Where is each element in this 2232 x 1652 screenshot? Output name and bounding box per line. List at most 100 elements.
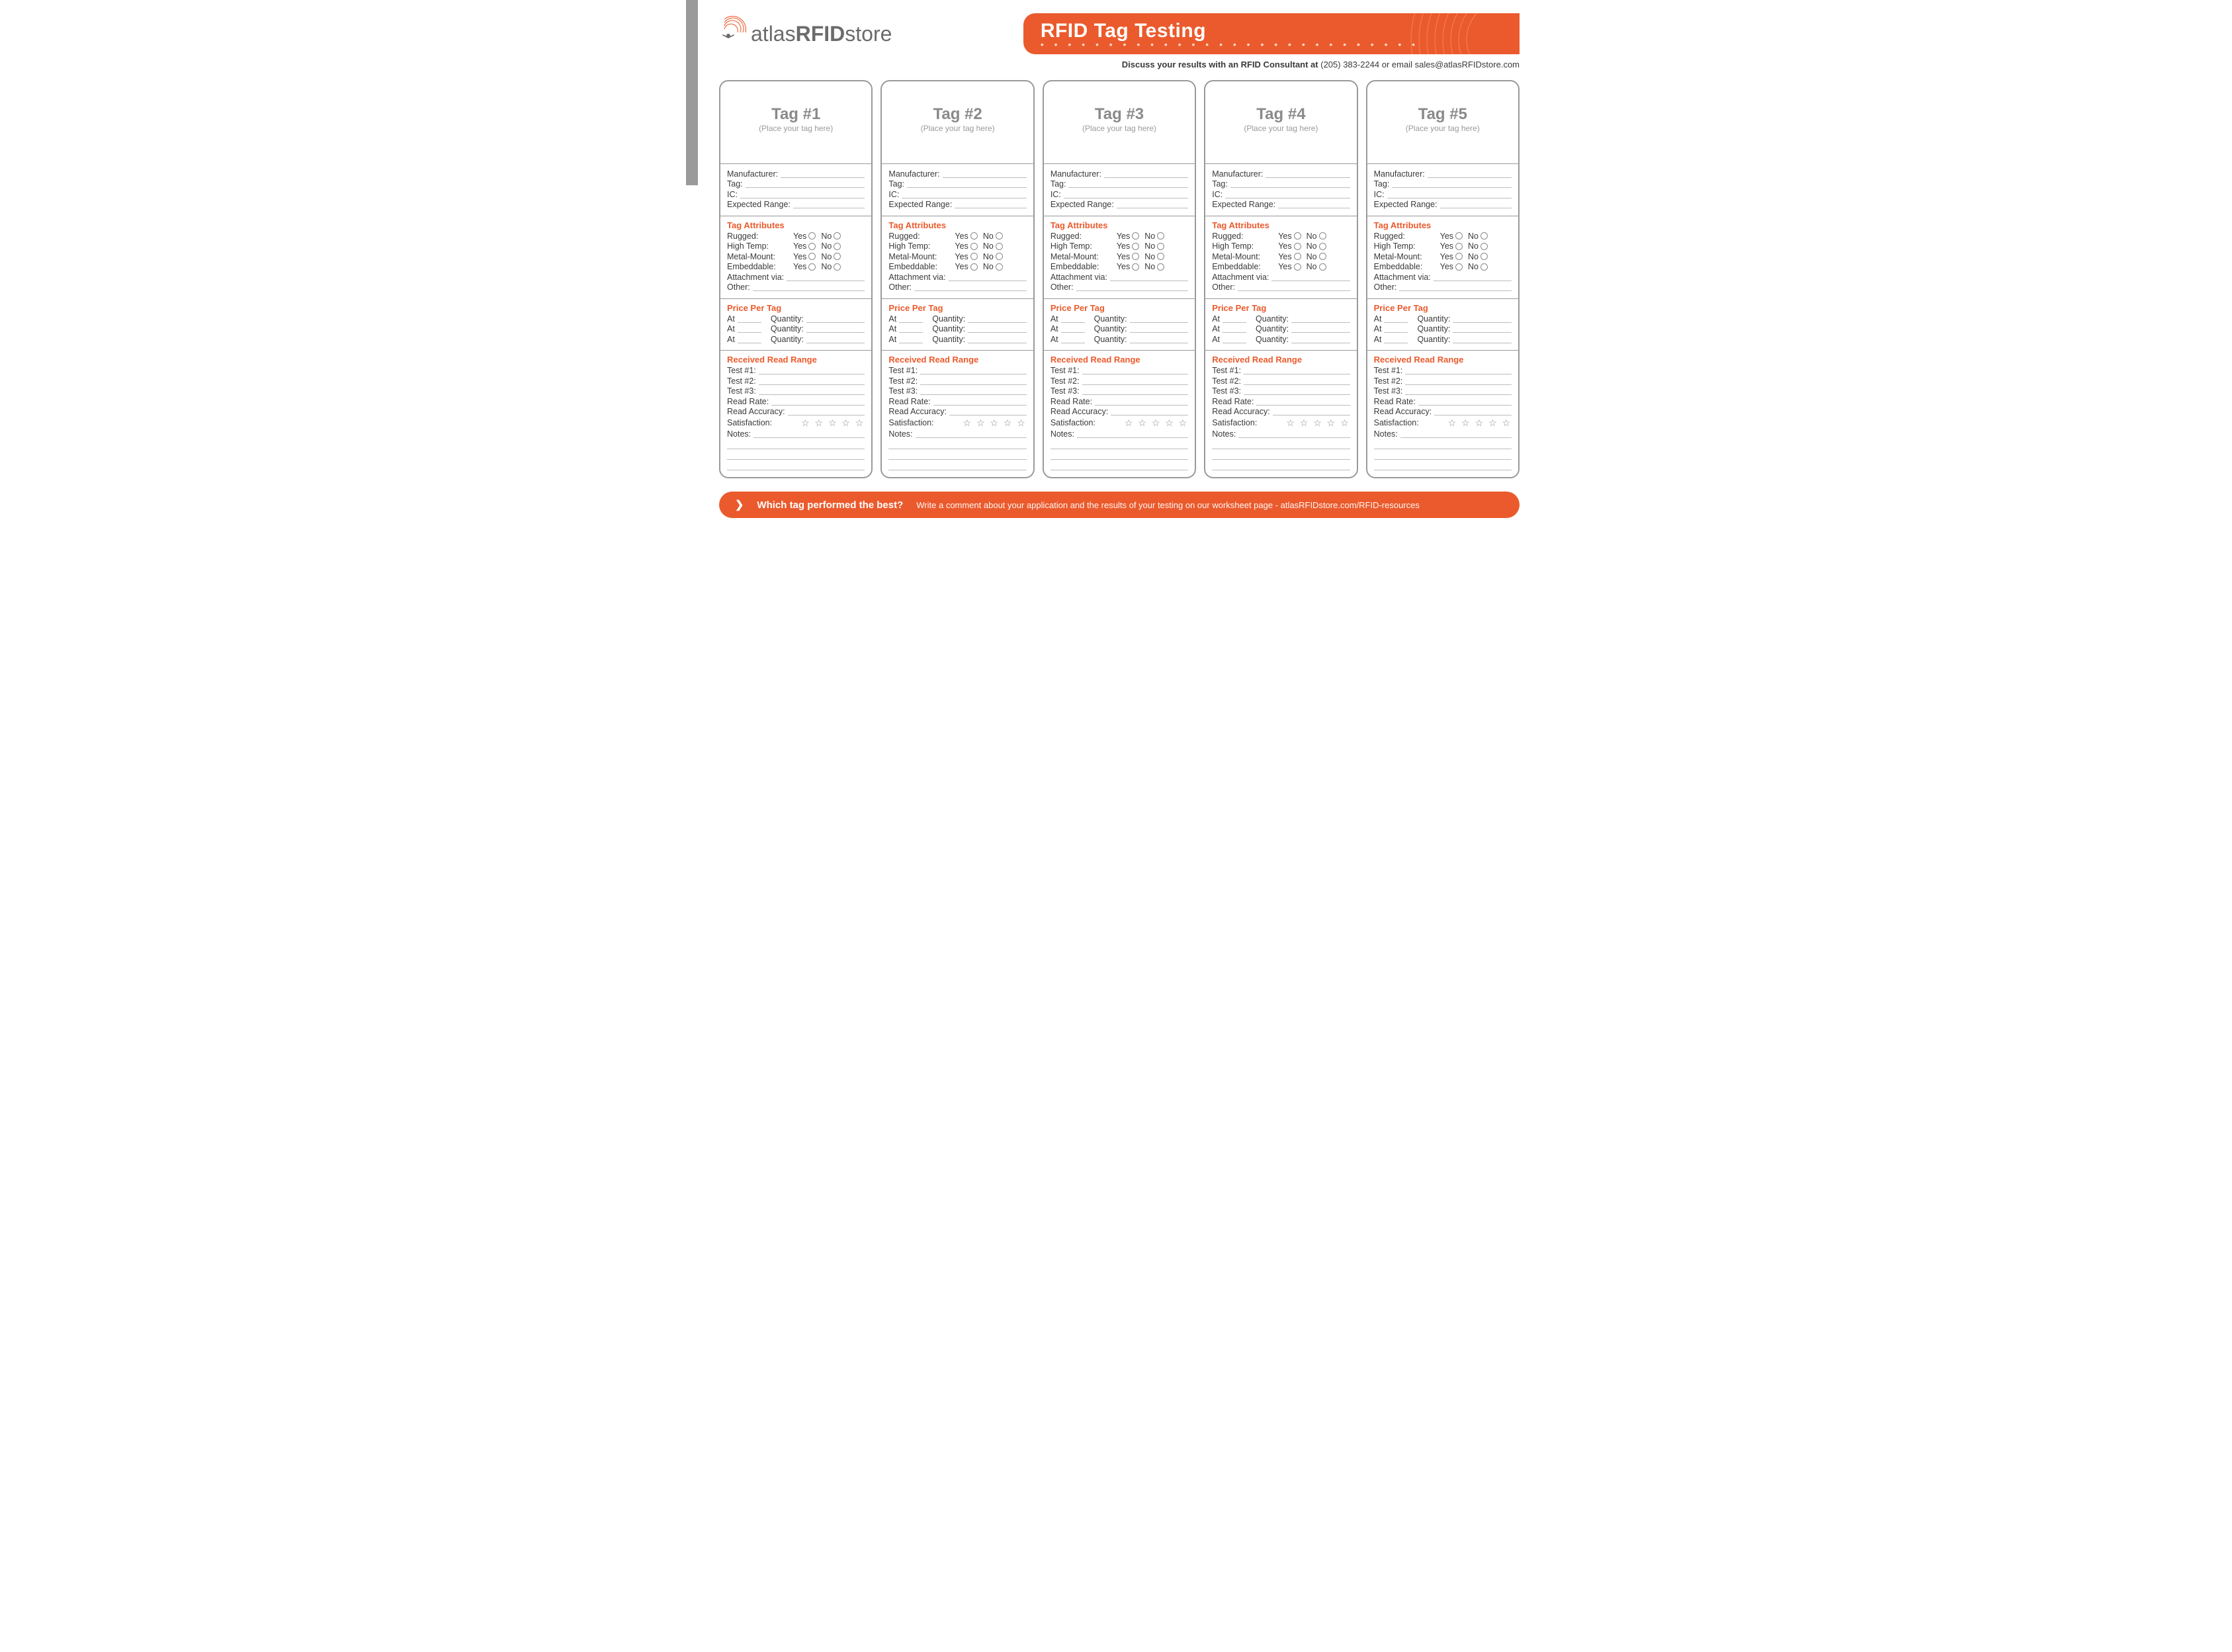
no-option[interactable]: No bbox=[1468, 232, 1488, 241]
write-line[interactable] bbox=[738, 325, 761, 333]
no-option[interactable]: No bbox=[821, 241, 841, 251]
star-rating[interactable]: ☆ ☆ ☆ ☆ ☆ bbox=[1448, 417, 1512, 429]
yes-option[interactable]: Yes bbox=[1117, 232, 1139, 241]
no-option[interactable]: No bbox=[821, 232, 841, 241]
write-line[interactable] bbox=[1230, 180, 1350, 188]
write-line[interactable] bbox=[943, 170, 1027, 178]
no-option[interactable]: No bbox=[1144, 252, 1164, 261]
write-line[interactable] bbox=[727, 440, 865, 449]
write-line[interactable] bbox=[1278, 200, 1350, 208]
yes-option[interactable]: Yes bbox=[793, 252, 816, 261]
no-option[interactable]: No bbox=[983, 232, 1003, 241]
write-line[interactable] bbox=[759, 367, 865, 374]
write-line[interactable] bbox=[738, 335, 761, 343]
write-line[interactable] bbox=[1256, 398, 1350, 406]
write-line[interactable] bbox=[738, 315, 761, 323]
write-line[interactable] bbox=[1117, 200, 1189, 208]
write-line[interactable] bbox=[1104, 170, 1188, 178]
write-line[interactable] bbox=[1110, 273, 1188, 281]
write-line[interactable] bbox=[1291, 315, 1350, 323]
yes-option[interactable]: Yes bbox=[955, 232, 977, 241]
write-line[interactable] bbox=[1291, 335, 1350, 343]
write-line[interactable] bbox=[806, 315, 865, 323]
yes-option[interactable]: Yes bbox=[955, 262, 977, 271]
write-line[interactable] bbox=[727, 461, 865, 470]
write-line[interactable] bbox=[1384, 335, 1408, 343]
write-line[interactable] bbox=[1384, 325, 1408, 333]
write-line[interactable] bbox=[899, 335, 923, 343]
yes-option[interactable]: Yes bbox=[793, 232, 816, 241]
write-line[interactable] bbox=[759, 387, 865, 395]
star-rating[interactable]: ☆ ☆ ☆ ☆ ☆ bbox=[963, 417, 1027, 429]
yes-option[interactable]: Yes bbox=[1278, 252, 1301, 261]
no-option[interactable]: No bbox=[983, 262, 1003, 271]
write-line[interactable] bbox=[1051, 440, 1188, 449]
yes-option[interactable]: Yes bbox=[1278, 262, 1301, 271]
write-line[interactable] bbox=[1212, 451, 1350, 460]
no-option[interactable]: No bbox=[821, 252, 841, 261]
yes-option[interactable]: Yes bbox=[1440, 232, 1463, 241]
write-line[interactable] bbox=[968, 325, 1027, 333]
write-line[interactable] bbox=[1064, 191, 1188, 198]
write-line[interactable] bbox=[1405, 387, 1512, 395]
write-line[interactable] bbox=[1130, 315, 1189, 323]
no-option[interactable]: No bbox=[983, 241, 1003, 251]
write-line[interactable] bbox=[1405, 377, 1512, 385]
yes-option[interactable]: Yes bbox=[1278, 241, 1301, 251]
yes-option[interactable]: Yes bbox=[793, 241, 816, 251]
write-line[interactable] bbox=[1434, 273, 1512, 281]
no-option[interactable]: No bbox=[1144, 241, 1164, 251]
write-line[interactable] bbox=[1061, 325, 1085, 333]
write-line[interactable] bbox=[806, 335, 865, 343]
write-line[interactable] bbox=[806, 325, 865, 333]
write-line[interactable] bbox=[888, 451, 1026, 460]
star-rating[interactable]: ☆ ☆ ☆ ☆ ☆ bbox=[801, 417, 865, 429]
write-line[interactable] bbox=[788, 408, 865, 415]
write-line[interactable] bbox=[1082, 367, 1189, 374]
write-line[interactable] bbox=[1291, 325, 1350, 333]
write-line[interactable] bbox=[968, 335, 1027, 343]
write-line[interactable] bbox=[1392, 180, 1512, 188]
no-option[interactable]: No bbox=[1307, 252, 1326, 261]
write-line[interactable] bbox=[1374, 451, 1512, 460]
write-line[interactable] bbox=[1428, 170, 1512, 178]
star-rating[interactable]: ☆ ☆ ☆ ☆ ☆ bbox=[1125, 417, 1188, 429]
write-line[interactable] bbox=[920, 367, 1027, 374]
write-line[interactable] bbox=[1244, 367, 1350, 374]
write-line[interactable] bbox=[1051, 461, 1188, 470]
no-option[interactable]: No bbox=[1144, 232, 1164, 241]
yes-option[interactable]: Yes bbox=[1117, 262, 1139, 271]
write-line[interactable] bbox=[1405, 367, 1512, 374]
write-line[interactable] bbox=[1082, 387, 1189, 395]
write-line[interactable] bbox=[1399, 283, 1512, 291]
write-line[interactable] bbox=[759, 377, 865, 385]
write-line[interactable] bbox=[1130, 325, 1189, 333]
no-option[interactable]: No bbox=[1468, 241, 1488, 251]
write-line[interactable] bbox=[1238, 430, 1350, 438]
write-line[interactable] bbox=[1082, 377, 1189, 385]
write-line[interactable] bbox=[888, 440, 1026, 449]
write-line[interactable] bbox=[1061, 315, 1085, 323]
no-option[interactable]: No bbox=[1144, 262, 1164, 271]
no-option[interactable]: No bbox=[1307, 262, 1326, 271]
write-line[interactable] bbox=[1384, 315, 1408, 323]
yes-option[interactable]: Yes bbox=[1440, 262, 1463, 271]
write-line[interactable] bbox=[1212, 440, 1350, 449]
write-line[interactable] bbox=[949, 273, 1027, 281]
write-line[interactable] bbox=[1223, 335, 1246, 343]
write-line[interactable] bbox=[955, 200, 1027, 208]
write-line[interactable] bbox=[1453, 335, 1512, 343]
write-line[interactable] bbox=[1418, 398, 1512, 406]
write-line[interactable] bbox=[781, 170, 865, 178]
write-line[interactable] bbox=[920, 387, 1027, 395]
yes-option[interactable]: Yes bbox=[955, 241, 977, 251]
write-line[interactable] bbox=[914, 283, 1027, 291]
yes-option[interactable]: Yes bbox=[1117, 241, 1139, 251]
write-line[interactable] bbox=[1111, 408, 1188, 415]
write-line[interactable] bbox=[1244, 387, 1350, 395]
write-line[interactable] bbox=[1225, 191, 1350, 198]
write-line[interactable] bbox=[1374, 461, 1512, 470]
write-line[interactable] bbox=[1076, 283, 1189, 291]
write-line[interactable] bbox=[727, 451, 865, 460]
yes-option[interactable]: Yes bbox=[955, 252, 977, 261]
